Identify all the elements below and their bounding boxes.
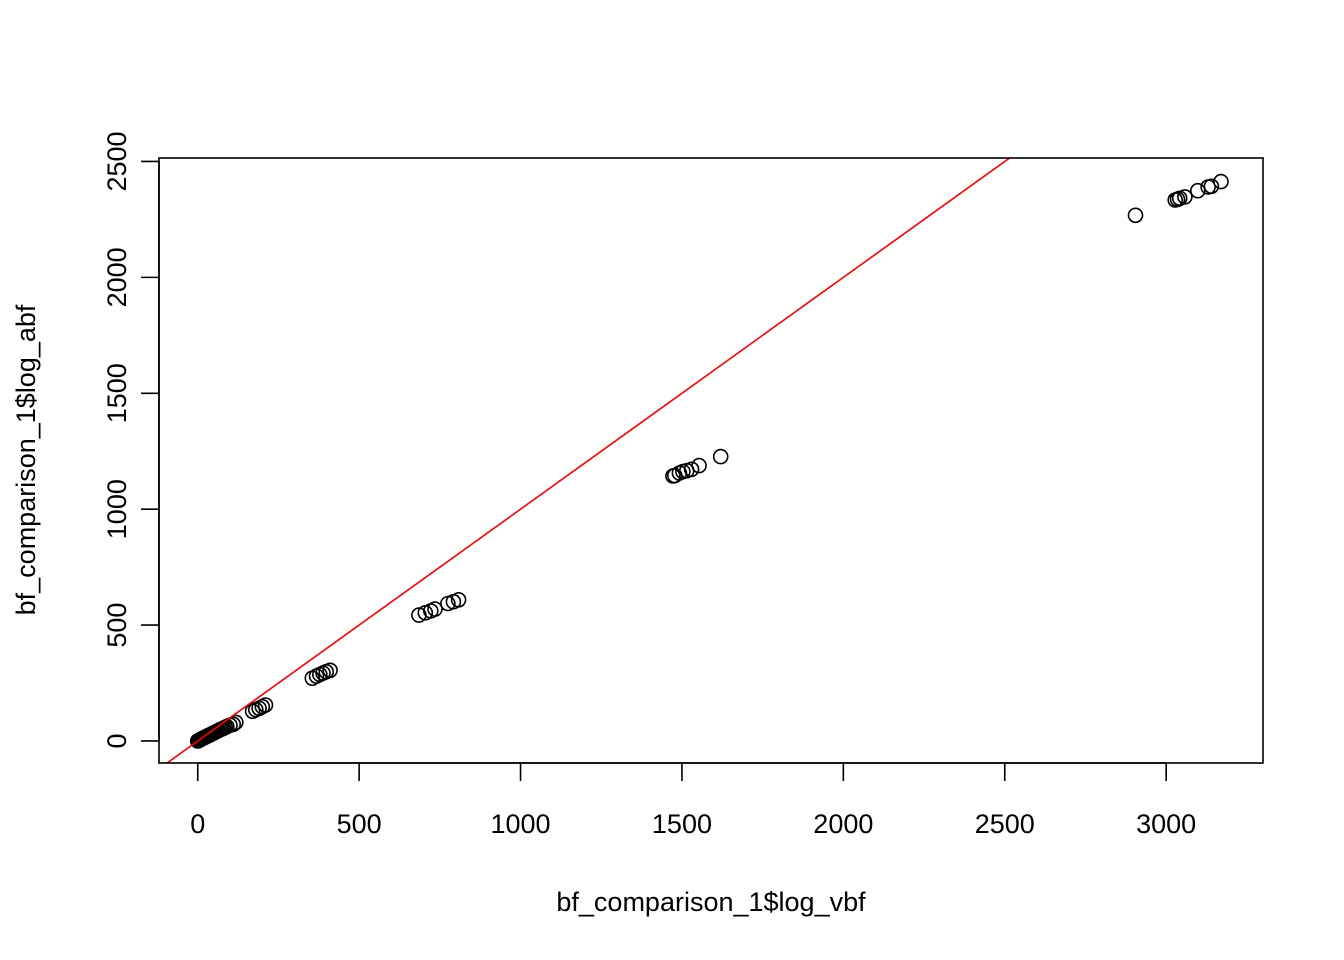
plot-frame bbox=[158, 157, 1264, 764]
reference-line-layer bbox=[165, 158, 1011, 763]
data-point bbox=[1177, 189, 1193, 205]
y-axis: 0 500 1000 1500 2000 2500 bbox=[102, 131, 160, 748]
x-tick-label: 500 bbox=[337, 809, 382, 839]
y-axis-title: bf_comparison_1$log_abf bbox=[11, 304, 41, 615]
data-point bbox=[683, 461, 700, 478]
x-tick-label: 1000 bbox=[491, 809, 551, 839]
data-point bbox=[1127, 207, 1144, 224]
reference-line bbox=[165, 158, 1011, 763]
x-tick-label: 1500 bbox=[652, 809, 712, 839]
data-point bbox=[228, 714, 244, 731]
y-tick-label: 1000 bbox=[102, 479, 132, 539]
data-point bbox=[1203, 178, 1220, 195]
y-tick-label: 2000 bbox=[102, 247, 132, 307]
y-tick-label: 2500 bbox=[102, 131, 132, 191]
data-point bbox=[225, 716, 241, 733]
x-tick-label: 0 bbox=[190, 809, 205, 839]
y-tick-label: 1500 bbox=[102, 363, 132, 423]
x-tick-label: 3000 bbox=[1136, 809, 1196, 839]
x-axis: 0 500 1000 1500 2000 2500 3000 bbox=[190, 762, 1196, 839]
x-tick-label: 2500 bbox=[975, 809, 1035, 839]
y-tick-label: 0 bbox=[102, 733, 132, 748]
data-points bbox=[189, 173, 1229, 749]
data-point bbox=[257, 697, 274, 713]
data-point bbox=[1190, 182, 1206, 199]
x-axis-title: bf_comparison_1$log_vbf bbox=[556, 887, 866, 917]
data-point bbox=[254, 698, 271, 715]
y-tick-label: 500 bbox=[102, 603, 132, 648]
data-point bbox=[450, 591, 467, 608]
data-point bbox=[1213, 173, 1229, 190]
data-point bbox=[427, 601, 443, 617]
data-point bbox=[691, 457, 707, 474]
x-tick-label: 2000 bbox=[813, 809, 873, 839]
data-point bbox=[322, 662, 338, 679]
data-point bbox=[712, 448, 729, 465]
